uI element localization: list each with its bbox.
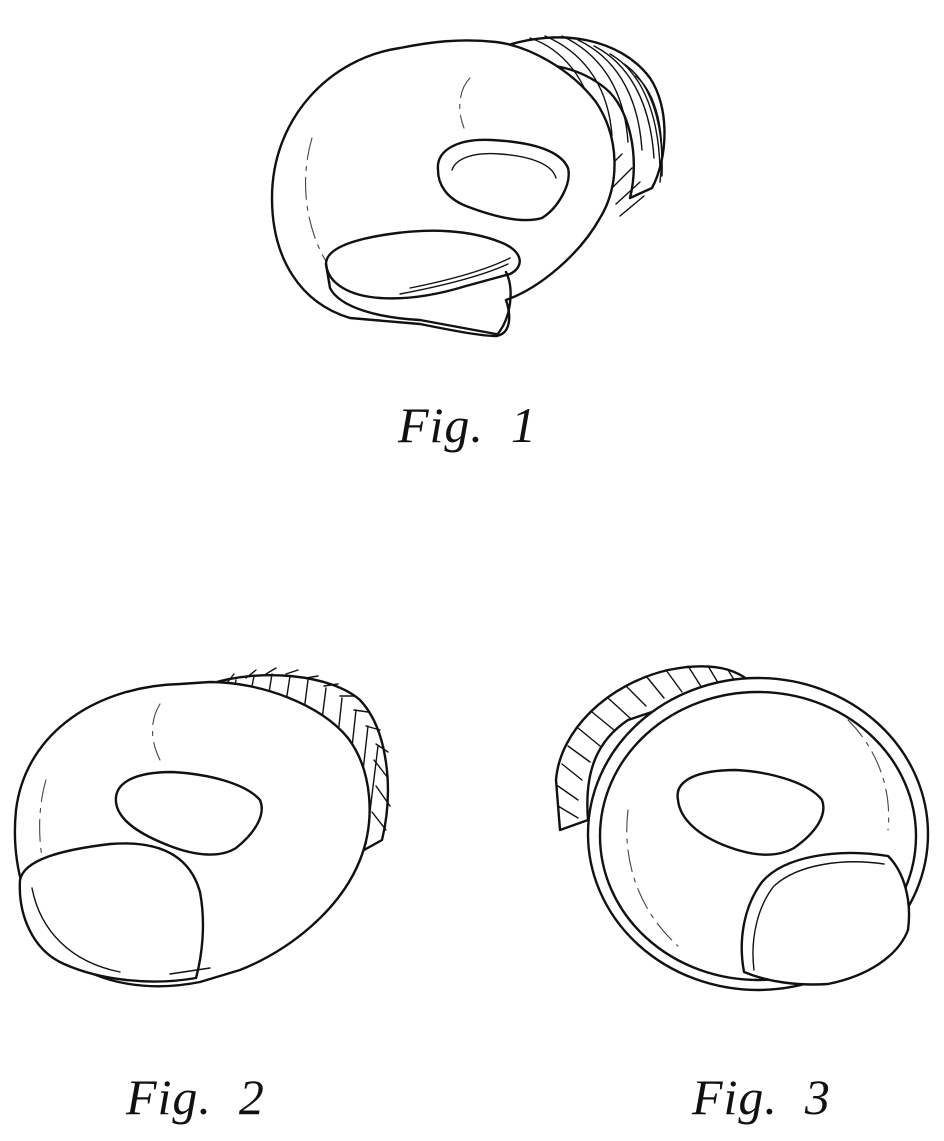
figure-3-svg xyxy=(548,660,938,1000)
figure-2-svg xyxy=(10,660,400,1000)
figure-2-lower-opening xyxy=(20,843,203,981)
figure-2-label: Fig. 2 xyxy=(126,1072,265,1122)
figure-1-label: Fig. 1 xyxy=(398,400,537,450)
figure-1-svg xyxy=(260,18,680,348)
figure-2-drawing xyxy=(10,660,400,1000)
figure-3-drawing xyxy=(548,660,938,1000)
figure-3-label: Fig. 3 xyxy=(692,1072,831,1122)
figure-1-drawing xyxy=(260,18,680,348)
